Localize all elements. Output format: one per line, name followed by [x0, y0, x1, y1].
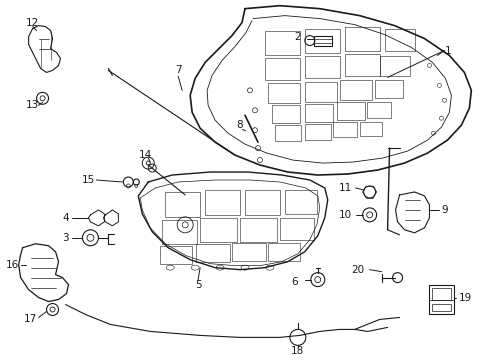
Bar — [204, 190, 240, 215]
Bar — [271, 105, 299, 123]
Text: 9: 9 — [440, 205, 447, 215]
Text: 10: 10 — [338, 210, 351, 220]
Bar — [431, 303, 450, 311]
Bar — [304, 104, 332, 122]
Bar — [274, 125, 300, 141]
Text: 5: 5 — [194, 280, 201, 289]
Bar — [379, 57, 408, 76]
Text: 12: 12 — [26, 18, 39, 28]
Bar — [313, 36, 331, 45]
Bar — [264, 31, 299, 55]
Bar — [428, 285, 453, 315]
Text: 4: 4 — [62, 213, 69, 223]
Bar — [165, 192, 200, 217]
Bar — [279, 218, 313, 240]
Text: 14: 14 — [139, 150, 152, 160]
Text: 15: 15 — [82, 175, 95, 185]
Text: 18: 18 — [291, 346, 304, 356]
Text: 3: 3 — [62, 233, 69, 243]
Bar — [344, 54, 379, 76]
Bar — [160, 246, 192, 264]
Text: 19: 19 — [458, 293, 471, 302]
Bar — [431, 288, 450, 300]
Bar — [162, 220, 197, 244]
Text: 6: 6 — [291, 276, 298, 287]
Bar — [267, 84, 299, 103]
Text: 17: 17 — [24, 314, 37, 324]
Text: 20: 20 — [351, 265, 364, 275]
Bar — [304, 124, 330, 140]
Bar — [267, 243, 299, 261]
Bar — [244, 190, 279, 215]
Bar — [384, 28, 414, 50]
Bar — [359, 122, 381, 136]
Bar — [285, 190, 316, 214]
Bar — [344, 27, 379, 51]
Bar — [304, 28, 339, 54]
Text: 1: 1 — [444, 45, 450, 55]
Text: 8: 8 — [236, 120, 243, 130]
Bar — [374, 80, 402, 98]
Bar — [232, 243, 265, 261]
Bar — [339, 80, 371, 100]
Bar — [240, 218, 276, 242]
Bar — [332, 122, 356, 137]
Text: 13: 13 — [26, 100, 39, 110]
Bar — [366, 102, 390, 118]
Text: 2: 2 — [294, 32, 301, 41]
Bar — [196, 244, 229, 262]
Bar — [200, 218, 237, 242]
Bar — [304, 82, 336, 102]
Text: 7: 7 — [175, 66, 181, 76]
Bar — [264, 58, 299, 80]
Bar — [336, 102, 364, 120]
Bar — [304, 57, 339, 78]
Text: 11: 11 — [338, 183, 351, 193]
Text: 16: 16 — [6, 260, 19, 270]
